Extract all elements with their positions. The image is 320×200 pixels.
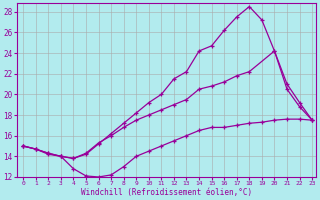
X-axis label: Windchill (Refroidissement éolien,°C): Windchill (Refroidissement éolien,°C): [81, 188, 252, 197]
